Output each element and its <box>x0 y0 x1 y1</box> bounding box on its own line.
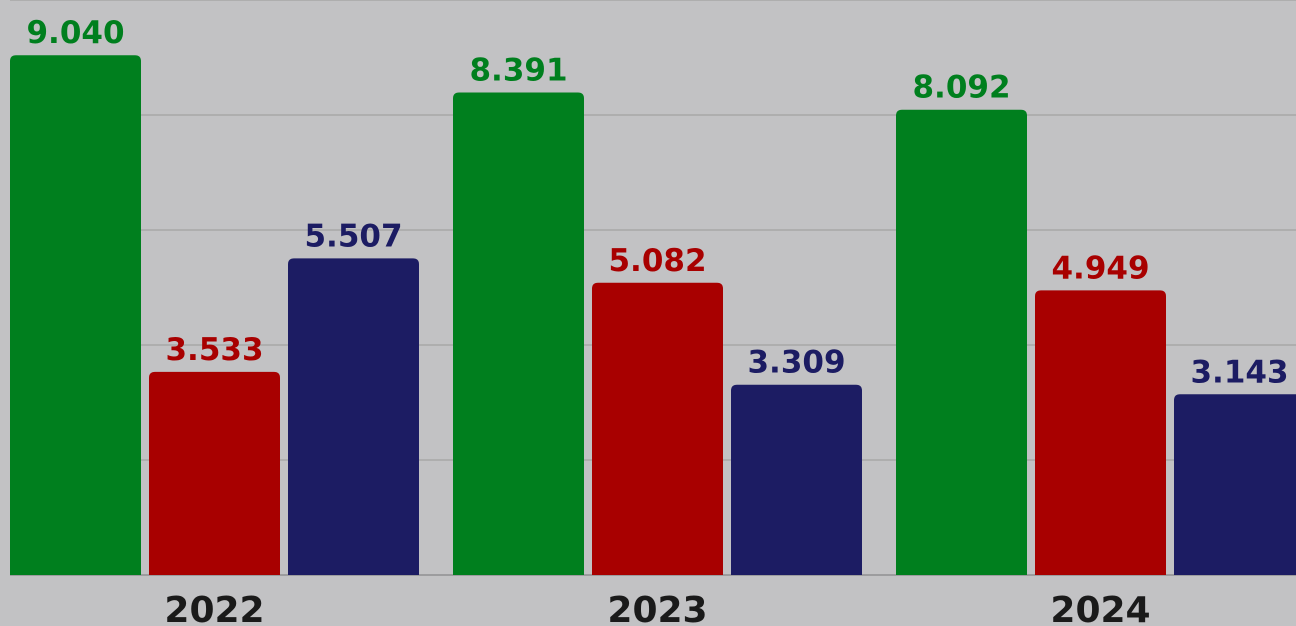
data-label: 5.082 <box>608 243 706 279</box>
bar <box>1035 290 1166 575</box>
bar <box>1174 394 1296 575</box>
bar <box>288 258 419 575</box>
data-label: 3.143 <box>1190 354 1288 390</box>
x-tick-label: 2024 <box>1050 590 1150 626</box>
x-tick-label: 2023 <box>607 590 707 626</box>
data-label: 8.391 <box>469 53 567 89</box>
data-label: 9.040 <box>26 15 124 51</box>
bar <box>896 109 1027 576</box>
data-label: 3.533 <box>165 332 263 368</box>
data-label: 4.949 <box>1051 250 1149 286</box>
bar <box>731 384 862 575</box>
bar <box>453 92 584 575</box>
bar <box>10 55 141 575</box>
bar <box>149 371 280 575</box>
bar <box>592 282 723 575</box>
x-tick-label: 2022 <box>164 590 264 626</box>
data-label: 5.507 <box>304 218 402 254</box>
data-label: 3.309 <box>747 345 845 381</box>
data-label: 8.092 <box>912 70 1010 106</box>
